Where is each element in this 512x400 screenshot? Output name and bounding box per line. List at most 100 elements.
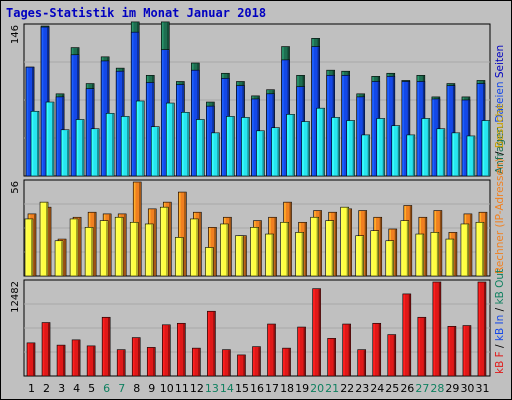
bar-besuche-day-21-highlight [326,221,328,276]
bar-dateien-day-24-highlight [372,82,374,176]
bar-seiten-day-7-body [120,116,130,177]
bar-seiten-day-29 [451,132,461,177]
x-tick-label-day-15: 15 [235,382,249,395]
bar-dateien-day-2-body [40,26,50,177]
bar-kbf-day-15-shadow [243,355,245,376]
bar-seiten-day-9-shadow [157,127,159,176]
bar-kbf-day-11-highlight [177,323,180,376]
bar-besuche-day-18-shadow [286,222,288,276]
bar-seiten-day-25-shadow [397,126,400,176]
bar-besuche-day-13-shadow [211,248,213,276]
bar-besuche-day-23-body [355,235,365,277]
bar-besuche-day-3-shadow [61,241,63,276]
bar-besuche-day-27-shadow [421,234,424,276]
bar-seiten-day-6-highlight [106,113,109,176]
bar-kbf-day-20-body [312,288,321,377]
bar-rechner-day-4-shadow [79,217,81,276]
bar-kbf-day-28-body [432,281,442,377]
bar-kbf-day-22-highlight [343,324,345,376]
bar-kbf-day-29-shadow [453,326,456,376]
bar-besuche-day-10 [159,206,169,277]
x-tick-label-day-6: 6 [103,382,110,395]
bar-kbf-day-31-highlight [478,282,481,376]
x-tick-label-day-16: 16 [250,382,264,395]
bar-kbf-day-16-body [252,346,261,377]
bar-kbf-day-3-highlight [57,345,60,376]
bar-seiten-day-22-shadow [352,121,355,176]
bar-kbf-day-9-body [146,347,156,377]
bar-kbf-day-18-shadow [288,348,290,376]
bar-kbf-day-31-shadow [483,282,486,376]
bar-besuche-day-16-shadow [256,227,258,276]
bar-rechner-day-20-shadow [319,211,322,276]
bar-seiten-day-18 [286,114,295,177]
bar-kbf-day-24-highlight [373,323,375,376]
bar-seiten-day-4-shadow [82,120,84,176]
bar-kbf-day-4-highlight [72,340,75,376]
bar-kbf-day-2-body [41,322,51,377]
y-max-label: 12482 [10,281,21,313]
bar-besuche-day-23 [355,235,365,277]
bar-besuche-day-10-body [159,206,169,277]
bar-seiten-day-24-shadow [382,119,385,176]
bar-dateien-day-14-highlight [222,78,224,176]
bar-besuche-day-17 [265,233,274,277]
bar-besuche-day-12 [190,218,199,277]
bar-seiten-day-4 [75,119,85,177]
bar-dateien-day-21-highlight [327,75,329,176]
bar-besuche-day-5 [84,227,94,277]
bar-besuche-day-25-highlight [386,241,388,276]
bar-besuche-day-16-highlight [251,227,253,276]
bar-seiten-day-24 [376,118,386,177]
bar-besuche-day-29-body [445,238,455,277]
bar-besuche-day-17-shadow [271,234,273,276]
bar-kbf-day-10 [161,324,171,377]
bar-kbf-day-24-shadow [378,323,381,376]
bar-seiten-day-4-highlight [76,120,79,176]
bar-seiten-day-28 [436,128,446,177]
bar-dateien-day-29 [446,85,456,177]
bar-besuche-day-18-body [280,221,289,277]
bar-kbf-day-21-highlight [328,338,330,376]
bar-rechner-day-17-shadow [274,217,276,276]
bar-besuche-day-29-highlight [446,239,449,276]
bar-besuche-day-30-highlight [461,224,464,276]
bar-kbf-day-30-shadow [468,326,471,376]
bar-seiten-day-9 [150,126,160,177]
bar-kbf-day-25 [387,334,397,377]
bar-kbf-day-1 [26,342,36,377]
bar-seiten-day-6-body [105,113,115,177]
legend-entry: kB In [494,315,506,345]
bar-besuche-day-7 [114,216,124,277]
bar-besuche-day-22 [340,206,349,277]
bar-kbf-day-18-body [282,347,291,377]
bar-kbf-day-1-highlight [27,343,30,376]
bar-seiten-day-8-body [135,100,145,177]
bar-seiten-day-30-body [466,135,476,177]
bar-rechner-day-28-shadow [439,211,442,276]
bar-besuche-day-31-body [475,221,485,277]
bar-kbf-day-6-shadow [108,317,110,376]
bar-besuche-day-17-body [265,233,274,277]
bar-seiten-day-7 [120,116,130,177]
bar-kbf-day-30-body [462,325,472,377]
bar-besuche-day-25-shadow [391,241,394,276]
bar-kbf-day-27-shadow [423,317,426,376]
bar-besuche-day-26 [400,220,410,277]
bar-rechner-day-1-shadow [34,214,36,276]
bar-seiten-day-25-body [391,125,401,177]
x-tick-label-day-3: 3 [58,382,65,395]
bar-seiten-day-14-body [226,116,235,177]
bar-kbf-day-12 [192,347,201,377]
bar-kbf-day-1-body [26,342,36,377]
legend-entry: Rechner (IP-Adressen) [494,158,506,274]
legend-entry: / [494,307,506,314]
bar-seiten-day-1-shadow [37,111,39,176]
bar-besuche-day-2-body [39,201,49,277]
bar-dateien-day-2 [40,26,50,177]
legend-entry: Dateien [494,81,506,125]
bar-kbf-day-5-body [86,345,96,377]
bar-seiten-day-24-body [376,118,386,177]
bar-dateien-day-4-highlight [71,55,74,176]
bar-kbf-day-10-shadow [168,325,170,376]
